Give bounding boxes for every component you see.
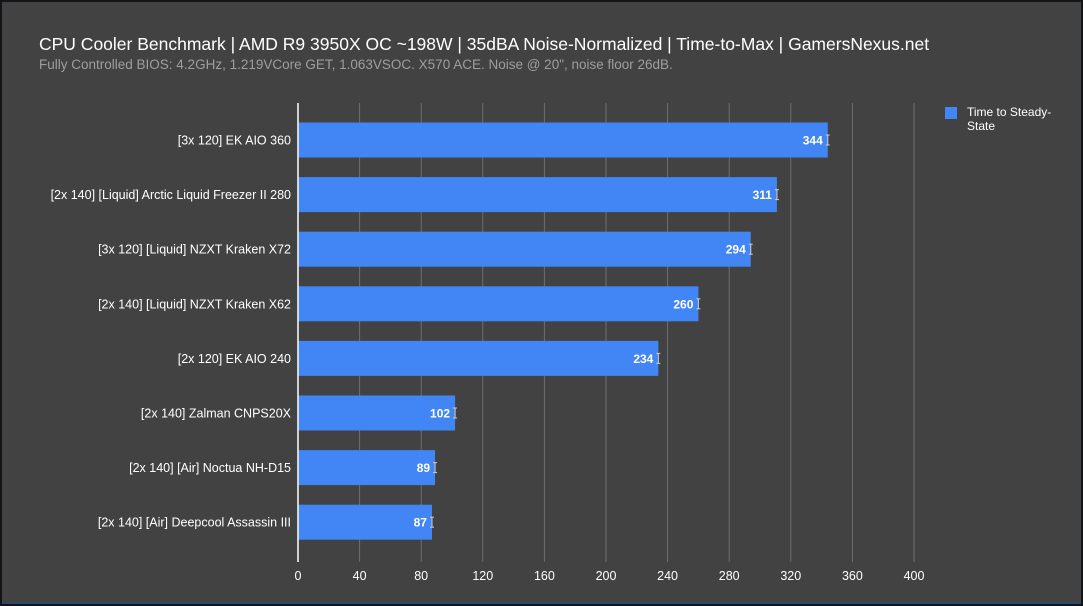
bar <box>298 450 436 486</box>
x-tick-label: 120 <box>472 569 493 583</box>
data-label: 89 <box>417 461 431 475</box>
bar <box>298 286 699 322</box>
chart-title: CPU Cooler Benchmark | AMD R9 3950X OC ~… <box>39 34 930 54</box>
data-label: 344 <box>803 134 823 148</box>
category-label: [2x 140] [Liquid] NZXT Kraken X62 <box>98 297 291 311</box>
category-label: [2x 140] [Air] Noctua NH-D15 <box>129 461 291 475</box>
data-label: 294 <box>726 243 746 257</box>
category-label: [2x 120] EK AIO 240 <box>178 352 291 366</box>
x-tick-label: 80 <box>414 569 428 583</box>
category-label: [2x 140] Zalman CNPS20X <box>141 407 292 421</box>
data-label: 102 <box>430 407 450 421</box>
x-tick-label: 40 <box>353 569 367 583</box>
x-tick-label: 160 <box>534 569 555 583</box>
data-label: 234 <box>633 352 653 366</box>
category-label: [3x 120] EK AIO 360 <box>178 134 291 148</box>
data-label: 311 <box>753 188 773 202</box>
bar <box>298 395 456 431</box>
legend-label: Time to Steady-State <box>967 105 1052 133</box>
x-tick-label: 0 <box>295 569 302 583</box>
bar <box>298 122 828 158</box>
category-label: [2x 140] [Liquid] Arctic Liquid Freezer … <box>51 188 291 202</box>
bar <box>298 340 659 376</box>
x-tick-label: 280 <box>719 569 740 583</box>
legend-swatch <box>945 107 957 119</box>
x-tick-label: 320 <box>780 569 801 583</box>
data-label: 260 <box>673 297 693 311</box>
x-tick-label: 400 <box>904 569 925 583</box>
x-tick-label: 240 <box>657 569 678 583</box>
chart-subtitle: Fully Controlled BIOS: 4.2GHz, 1.219VCor… <box>39 57 673 72</box>
x-tick-label: 200 <box>596 569 617 583</box>
category-label: [3x 120] [Liquid] NZXT Kraken X72 <box>98 243 291 257</box>
x-tick-label: 360 <box>842 569 863 583</box>
bar <box>298 231 751 267</box>
bar <box>298 504 432 540</box>
category-label: [2x 140] [Air] Deepcool Assassin III <box>98 516 291 530</box>
data-label: 87 <box>414 516 428 530</box>
bar <box>298 177 777 213</box>
